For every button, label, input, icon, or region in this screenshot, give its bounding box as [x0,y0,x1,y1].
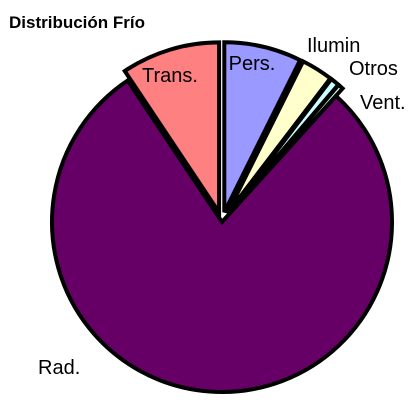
slice-label-trans: Trans. [142,65,198,87]
slice-label-rad: Rad. [38,357,80,379]
slice-label-vent: Vent. [360,92,406,114]
slice-label-otros: Otros [349,58,398,80]
slice-label-ilumin: Ilumin [307,35,360,57]
pie-slice-rad [50,77,394,394]
chart-title: Distribución Frío [9,13,145,32]
pie-slice-pers [222,40,303,214]
pie-slice-trans [121,40,222,220]
slice-label-pers: Pers. [229,53,276,75]
